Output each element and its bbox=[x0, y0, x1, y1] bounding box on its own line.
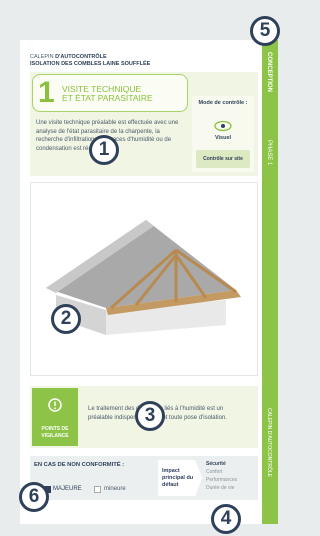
nc-major: MAJEURE bbox=[53, 486, 82, 492]
sidebar-footer: CALEPIN D'AUTOCONTRÔLE bbox=[266, 408, 272, 477]
kicker: CALEPIN bbox=[30, 54, 54, 60]
box-minor bbox=[94, 486, 101, 493]
mode-value: Visuel bbox=[192, 135, 254, 141]
nc-title: EN CAS DE NON CONFORMITÉ : bbox=[34, 462, 124, 468]
subtitle: ISOLATION DES COMBLES LAINE SOUFFLÉE bbox=[30, 61, 150, 67]
nc-minor: mineure bbox=[104, 486, 126, 492]
eye-icon bbox=[214, 120, 232, 132]
impact-label: Impact principal du défaut bbox=[162, 468, 194, 489]
callout: 3 bbox=[135, 401, 165, 431]
impact-item: Sécurité bbox=[206, 460, 237, 468]
title-line: ET ÉTAT PARASITAIRE bbox=[62, 93, 153, 103]
impact-item: Performances bbox=[206, 476, 237, 484]
vigilance-text: Le traitement des désordres liés à l'hum… bbox=[88, 405, 248, 422]
phase-name: CONCEPTION bbox=[266, 52, 272, 92]
vigilance-label: POINTS DE VIGILANCE bbox=[34, 426, 76, 440]
impact-item: Durée de vie bbox=[206, 484, 237, 492]
section-number: 1 bbox=[38, 76, 55, 110]
header: CALEPIN D'AUTOCONTRÔLE ISOLATION DES COM… bbox=[30, 54, 150, 68]
mode-label: Mode de contrôle : bbox=[192, 100, 254, 106]
callout: 4 bbox=[211, 504, 241, 534]
callout: 6 bbox=[19, 482, 49, 512]
phase: PHASE 1 bbox=[266, 140, 272, 165]
kicker-bold: D'AUTOCONTRÔLE bbox=[55, 54, 107, 60]
impact-item: Confort bbox=[206, 468, 237, 476]
callout: 5 bbox=[250, 16, 280, 46]
callout: 1 bbox=[89, 135, 119, 165]
mode-button[interactable]: Contrôle sur site bbox=[196, 150, 250, 168]
warning-icon bbox=[48, 398, 62, 412]
callout: 2 bbox=[51, 304, 81, 334]
page: CALEPIN D'AUTOCONTRÔLE ISOLATION DES COM… bbox=[0, 0, 294, 536]
